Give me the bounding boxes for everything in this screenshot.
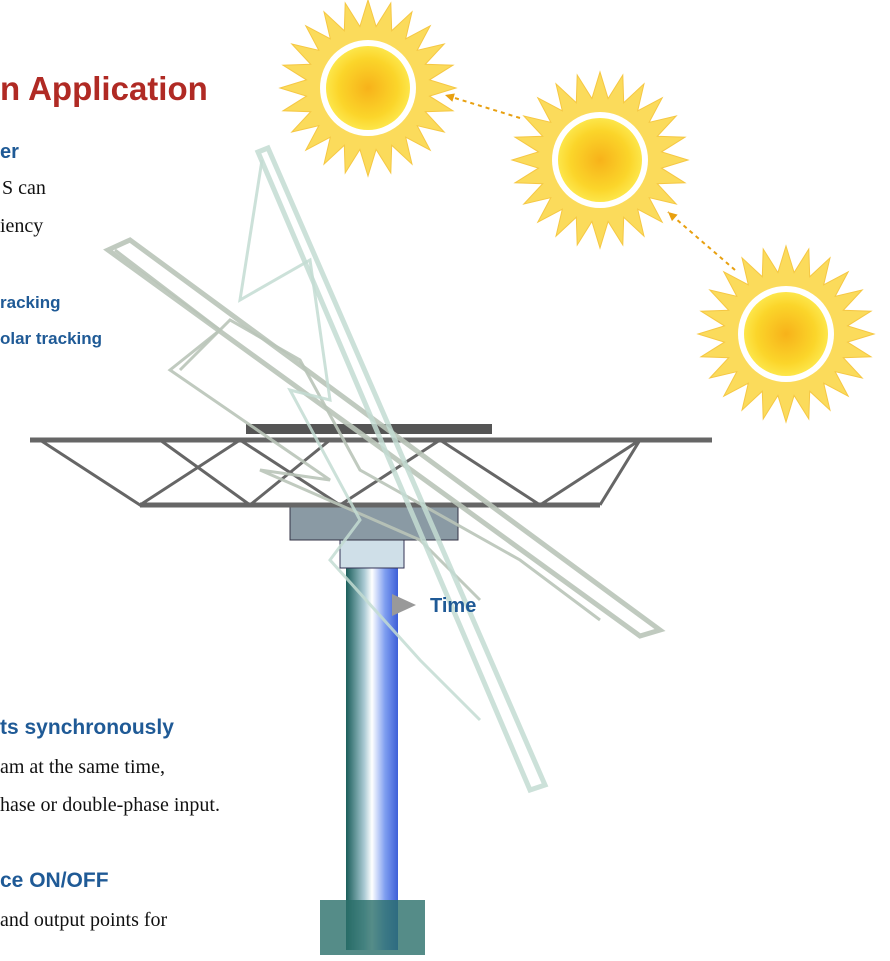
sun-core bbox=[558, 118, 642, 202]
body-line: am at the same time, bbox=[0, 756, 165, 778]
title: n Application bbox=[0, 70, 208, 107]
legend-item: olar tracking bbox=[0, 329, 102, 348]
arrow bbox=[392, 594, 416, 616]
section-heading: ce ON/OFF bbox=[0, 869, 109, 892]
arrow-head bbox=[668, 212, 678, 221]
sun-core bbox=[744, 292, 828, 376]
page: n Application er S can iency racking ola… bbox=[0, 0, 890, 961]
truss bbox=[40, 440, 640, 505]
time-label: Time bbox=[430, 595, 476, 617]
dashed-arrow bbox=[445, 95, 520, 118]
panel-frame bbox=[258, 148, 545, 790]
legend-item: racking bbox=[0, 293, 60, 312]
arrow-head bbox=[445, 93, 455, 101]
body-line: S can bbox=[2, 177, 46, 199]
body-line: iency bbox=[0, 215, 43, 237]
sun-core bbox=[326, 46, 410, 130]
section-heading: er bbox=[0, 141, 19, 163]
body-line: and output points for bbox=[0, 909, 168, 931]
pole-base bbox=[320, 900, 425, 955]
pole-collar bbox=[340, 540, 404, 568]
body-line: hase or double-phase input. bbox=[0, 794, 220, 816]
truss-top bbox=[246, 424, 492, 434]
section-heading: ts synchronously bbox=[0, 716, 174, 739]
truss bbox=[160, 440, 330, 505]
pole bbox=[346, 540, 398, 950]
dashed-arrow bbox=[668, 212, 735, 270]
